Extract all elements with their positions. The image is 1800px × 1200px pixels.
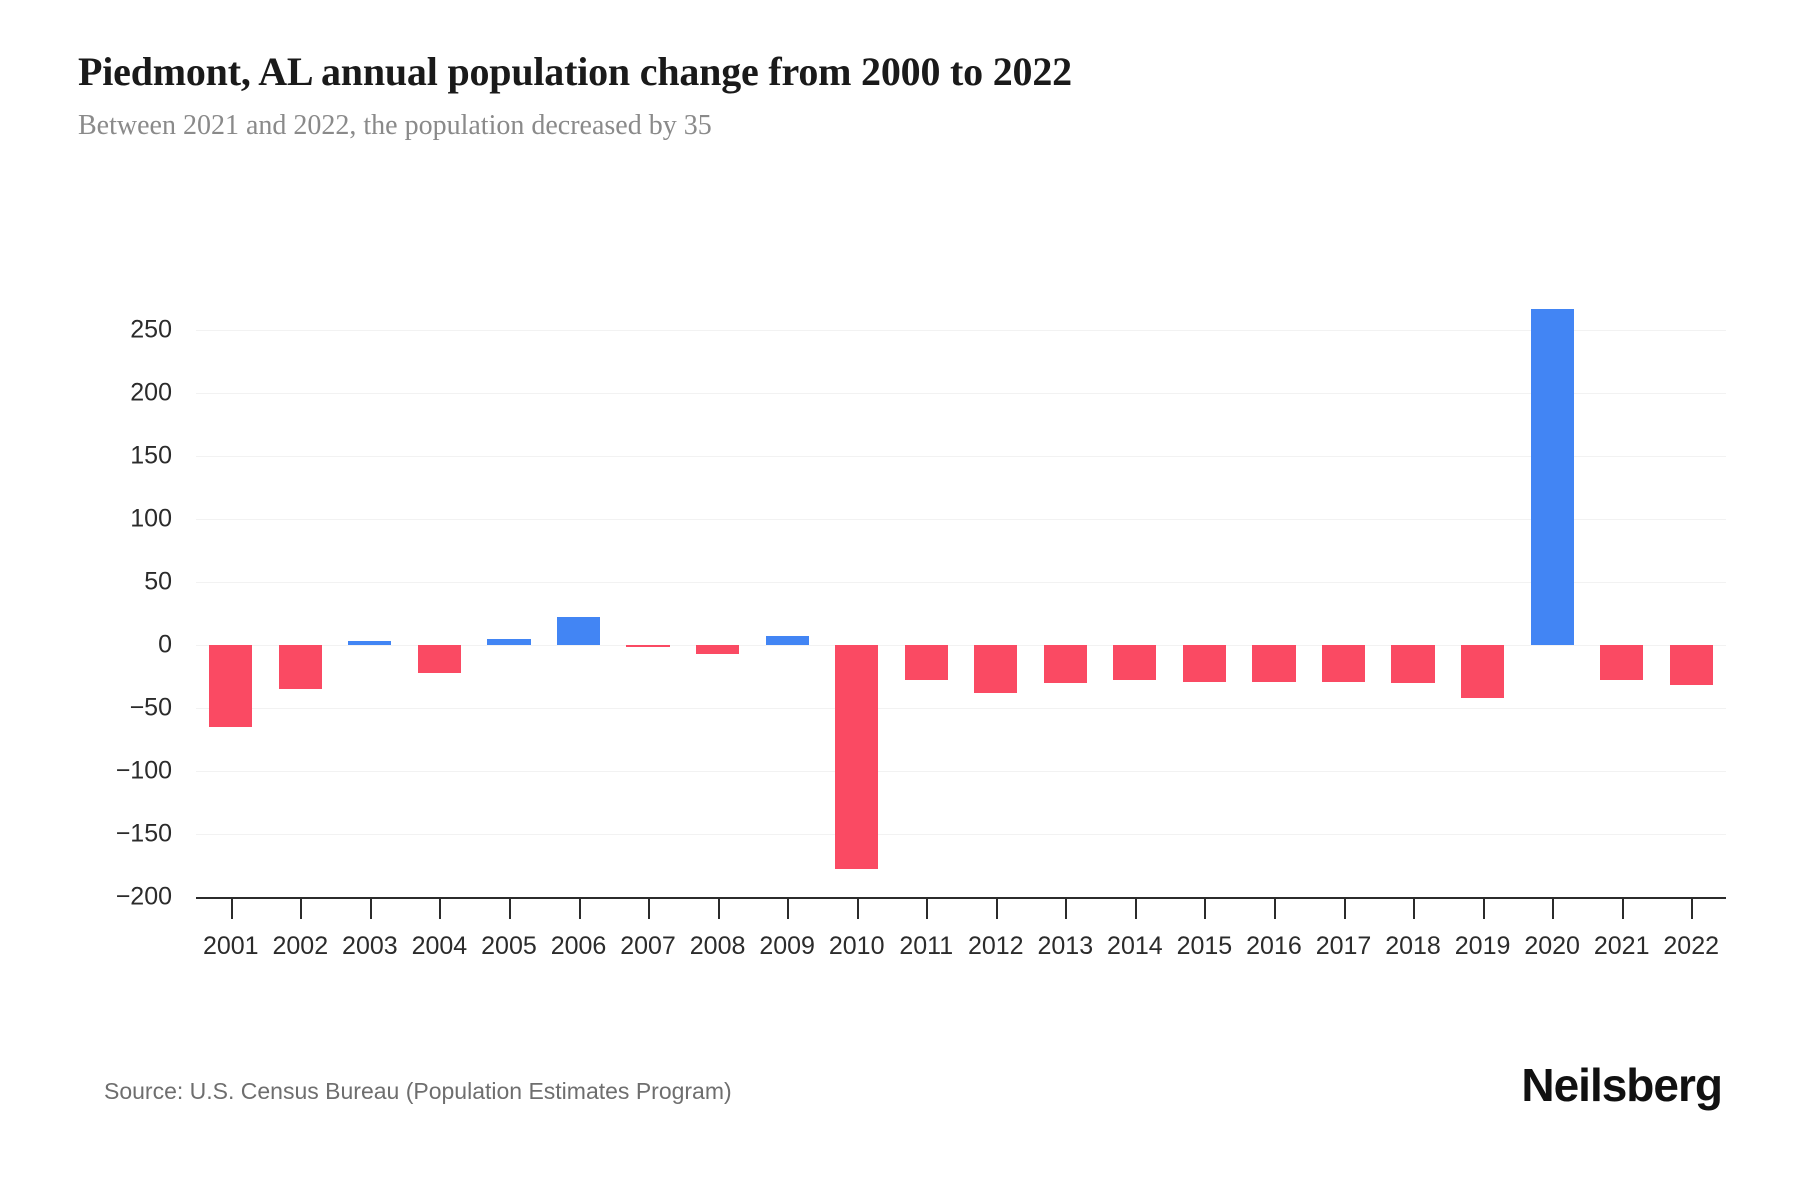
- gridline--150: [196, 834, 1726, 836]
- x-axis-tick: [1482, 899, 1485, 919]
- bar[interactable]: [696, 645, 740, 654]
- gridline--100: [196, 771, 1726, 773]
- x-axis-tick: [1273, 899, 1276, 919]
- x-axis-tick: [1343, 899, 1346, 919]
- bar[interactable]: [765, 636, 809, 646]
- x-axis-tick: [787, 899, 790, 919]
- bar[interactable]: [348, 641, 392, 646]
- x-axis-tick-label: 2022: [1663, 932, 1720, 960]
- gridline-200: [196, 393, 1726, 395]
- bar[interactable]: [835, 645, 879, 870]
- bar[interactable]: [1182, 645, 1226, 682]
- bar[interactable]: [1669, 645, 1713, 686]
- y-axis-tick-label: 0: [158, 630, 172, 659]
- x-axis-tick-label: 2007: [620, 932, 676, 960]
- brand-logo: Neilsberg: [1521, 1059, 1723, 1111]
- x-axis-tick-label: 2021: [1593, 932, 1650, 960]
- x-axis-tick: [1065, 899, 1068, 919]
- page-title: Piedmont, AL annual population change fr…: [78, 49, 1072, 94]
- x-axis-tick: [717, 899, 720, 919]
- bar[interactable]: [1113, 645, 1157, 681]
- y-axis-tick-label: 200: [130, 378, 172, 407]
- x-axis-tick: [1413, 899, 1416, 919]
- y-axis-tick-label: −50: [129, 693, 172, 722]
- x-axis-tick-label: 2003: [342, 932, 398, 960]
- x-axis-tick: [1204, 899, 1207, 919]
- x-axis-tick: [1621, 899, 1624, 919]
- x-axis-tick-label: 2004: [411, 932, 468, 960]
- bar[interactable]: [974, 645, 1018, 693]
- y-axis-tick-label: −200: [115, 882, 172, 911]
- gridline-50: [196, 582, 1726, 584]
- gridline--50: [196, 708, 1726, 710]
- x-axis-tick: [995, 899, 998, 919]
- bar[interactable]: [626, 645, 670, 648]
- x-axis-tick: [230, 899, 233, 919]
- bar[interactable]: [209, 645, 253, 727]
- x-axis-tick: [578, 899, 581, 919]
- bar[interactable]: [1600, 645, 1644, 681]
- x-axis-tick: [1134, 899, 1137, 919]
- bar[interactable]: [278, 645, 322, 690]
- x-axis-tick-label: 2011: [899, 932, 954, 960]
- y-axis-tick-label: 150: [130, 441, 172, 470]
- y-axis-tick-label: 250: [130, 315, 172, 344]
- y-axis-tick-label: −150: [115, 819, 172, 848]
- x-axis-tick-label: 2009: [759, 932, 815, 960]
- x-axis-tick-label: 2008: [689, 932, 746, 960]
- bar[interactable]: [417, 645, 461, 673]
- x-axis-tick-label: 2010: [828, 932, 885, 960]
- x-axis-tick: [856, 899, 859, 919]
- x-axis-tick-label: 2015: [1176, 932, 1233, 960]
- gridline-0: [196, 645, 1726, 647]
- x-axis-tick-label: 2013: [1037, 932, 1094, 960]
- gridline-250: [196, 330, 1726, 332]
- x-axis-tick: [648, 899, 651, 919]
- bar[interactable]: [556, 617, 601, 646]
- bar[interactable]: [1321, 645, 1366, 682]
- x-axis-tick-label: 2017: [1315, 932, 1372, 960]
- y-axis-labels: 250 200 150 100 50 0 −50 −100 −150 −200: [0, 305, 172, 911]
- x-axis-tick-label: 2016: [1246, 932, 1302, 960]
- x-axis-tick-label: 2002: [272, 932, 329, 960]
- bars-container: [196, 305, 1726, 898]
- x-axis-tick: [369, 899, 372, 919]
- x-axis-tick: [508, 899, 511, 919]
- x-axis-tick-label: 2006: [550, 932, 607, 960]
- bar[interactable]: [1252, 645, 1296, 682]
- x-axis-tick-label: 2019: [1454, 932, 1511, 960]
- y-axis-tick-label: 100: [130, 504, 172, 533]
- x-axis-tick-label: 2018: [1385, 932, 1441, 960]
- x-axis-line: [196, 897, 1726, 899]
- chart-header: Piedmont, AL annual population change fr…: [78, 48, 1678, 143]
- x-axis-tick: [1552, 899, 1555, 919]
- bar[interactable]: [1530, 308, 1574, 646]
- bar[interactable]: [904, 645, 948, 681]
- bar[interactable]: [1461, 645, 1505, 698]
- source-note: Source: U.S. Census Bureau (Population E…: [104, 1078, 732, 1104]
- chart-subtitle: Between 2021 and 2022, the population de…: [78, 110, 712, 142]
- x-axis-tick-label: 2001: [202, 932, 259, 960]
- x-axis-tick-label: 2014: [1107, 932, 1163, 960]
- x-axis-tick: [926, 899, 929, 919]
- gridline-150: [196, 456, 1726, 458]
- bar[interactable]: [1391, 645, 1435, 683]
- x-axis-tick: [1691, 899, 1694, 919]
- x-axis-tick: [439, 899, 442, 919]
- y-axis-tick-label: −100: [115, 756, 172, 785]
- x-axis-tick-label: 2005: [481, 932, 537, 960]
- bar[interactable]: [487, 638, 531, 646]
- x-axis-tick-label: 2012: [967, 932, 1024, 960]
- x-axis-tick: [300, 899, 303, 919]
- gridline-100: [196, 519, 1726, 521]
- y-axis-tick-label: 50: [144, 567, 172, 596]
- bar[interactable]: [1043, 645, 1087, 683]
- x-axis-tick-label: 2020: [1524, 932, 1580, 960]
